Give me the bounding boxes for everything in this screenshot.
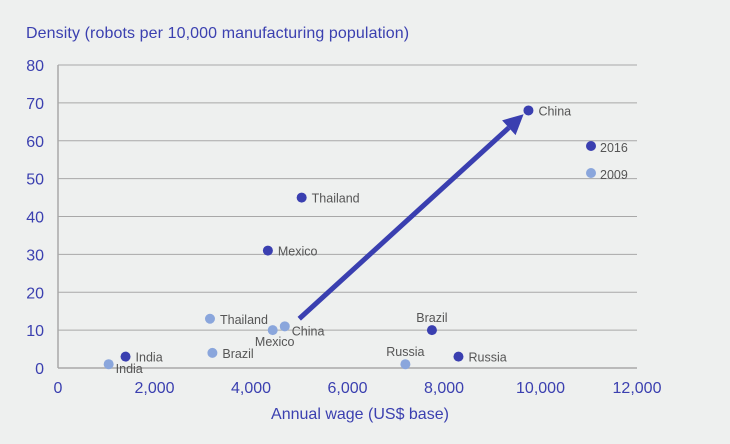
data-points: IndiaThailandBrazilMexicoChinaRussiaIndi… bbox=[103, 104, 571, 376]
data-point-india-2016 bbox=[120, 351, 131, 362]
trend-arrow bbox=[297, 114, 524, 321]
axes bbox=[57, 65, 637, 369]
data-point-brazil-2016 bbox=[426, 325, 437, 336]
y-tick-label: 50 bbox=[26, 172, 44, 189]
x-tick-label: 0 bbox=[54, 380, 63, 397]
y-axis-title: Density (robots per 10,000 manufacturing… bbox=[26, 25, 410, 42]
x-tick-label: 8,000 bbox=[424, 380, 464, 397]
x-axis-ticks: 0 2,000 4,000 6,000 8,000 10,000 12,000 bbox=[54, 380, 662, 397]
y-tick-label: 30 bbox=[26, 247, 44, 264]
data-point-mexico-2016 bbox=[262, 245, 273, 256]
y-tick-label: 40 bbox=[26, 210, 44, 227]
arrow-head bbox=[502, 114, 524, 136]
point-label: China bbox=[292, 324, 325, 338]
point-label: India bbox=[136, 351, 163, 365]
legend-label-2009: 2009 bbox=[600, 168, 628, 182]
data-point-russia-2016 bbox=[453, 351, 464, 362]
data-point-thailand-2009 bbox=[204, 313, 215, 324]
data-point-china-2009 bbox=[279, 321, 290, 332]
point-label: Russia bbox=[468, 351, 506, 365]
point-label: Brazil bbox=[416, 311, 447, 325]
point-label: Mexico bbox=[255, 335, 295, 349]
point-label: Thailand bbox=[220, 313, 268, 327]
y-tick-label: 80 bbox=[26, 58, 44, 75]
x-axis-title: Annual wage (US$ base) bbox=[271, 406, 449, 423]
data-point-russia-2009 bbox=[400, 359, 411, 370]
data-point-thailand-2016 bbox=[296, 192, 307, 203]
x-tick-label: 2,000 bbox=[134, 380, 174, 397]
x-tick-label: 4,000 bbox=[231, 380, 271, 397]
legend-marker-2009 bbox=[586, 168, 596, 178]
point-label: Russia bbox=[386, 345, 424, 359]
data-point-india-2009 bbox=[103, 359, 114, 370]
point-label: India bbox=[116, 362, 143, 376]
legend: 2016 2009 bbox=[586, 141, 628, 182]
y-axis-ticks: 0 10 20 30 40 50 60 70 80 bbox=[26, 58, 44, 378]
y-tick-label: 60 bbox=[26, 134, 44, 151]
arrow-shaft bbox=[297, 125, 511, 321]
point-label: China bbox=[538, 104, 571, 118]
point-label: Thailand bbox=[312, 192, 360, 206]
y-tick-label: 20 bbox=[26, 285, 44, 302]
data-point-mexico-2009 bbox=[267, 325, 278, 336]
point-label: Brazil bbox=[222, 347, 253, 361]
x-tick-label: 10,000 bbox=[516, 380, 565, 397]
y-tick-label: 70 bbox=[26, 96, 44, 113]
gridlines bbox=[58, 64, 637, 331]
legend-label-2016: 2016 bbox=[600, 141, 628, 155]
data-point-china-2016 bbox=[523, 105, 534, 116]
legend-marker-2016 bbox=[586, 141, 596, 151]
data-point-brazil-2009 bbox=[207, 347, 218, 358]
y-tick-label: 0 bbox=[35, 361, 44, 378]
y-tick-label: 10 bbox=[26, 323, 44, 340]
x-tick-label: 12,000 bbox=[613, 380, 662, 397]
x-tick-label: 6,000 bbox=[327, 380, 367, 397]
point-label: Mexico bbox=[278, 245, 318, 259]
